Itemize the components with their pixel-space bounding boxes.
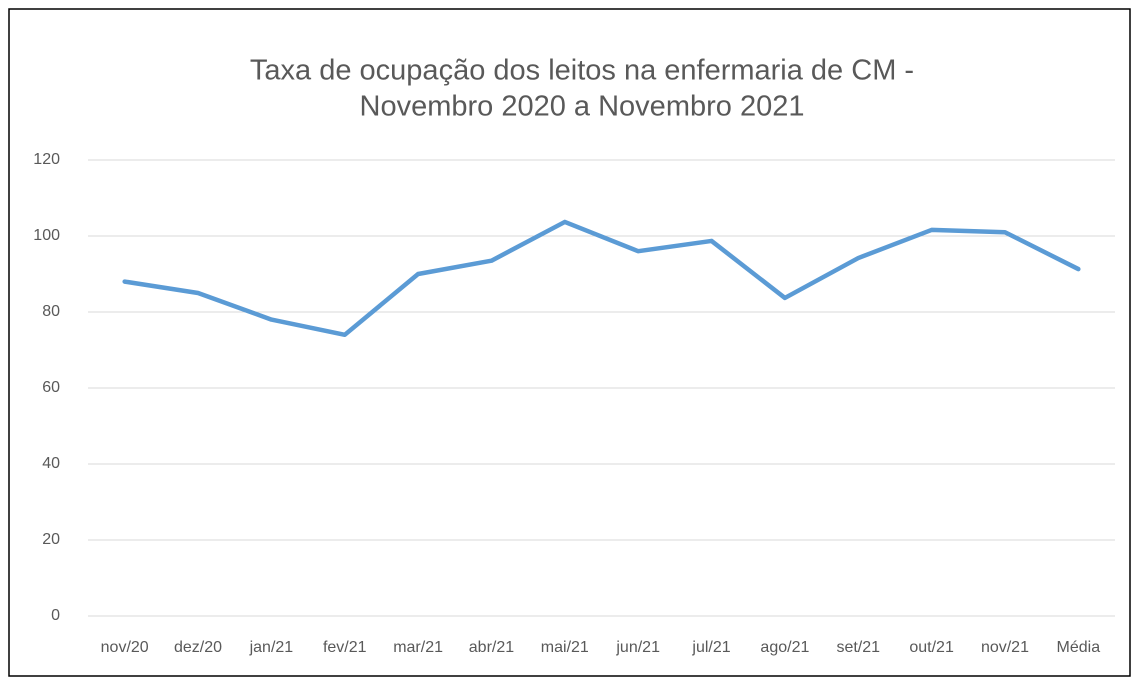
chart-title: Novembro 2020 a Novembro 2021 bbox=[360, 91, 805, 123]
x-tick-label: dez/20 bbox=[174, 639, 222, 656]
x-tick-label: out/21 bbox=[909, 639, 954, 656]
x-tick-label: jul/21 bbox=[691, 639, 730, 656]
x-tick-label: nov/21 bbox=[981, 639, 1029, 656]
x-tick-label: fev/21 bbox=[323, 639, 367, 656]
y-tick-label: 40 bbox=[42, 455, 60, 472]
x-tick-label: jun/21 bbox=[615, 639, 660, 656]
x-tick-label: set/21 bbox=[836, 639, 880, 656]
chart-frame bbox=[8, 8, 1131, 677]
x-tick-label: mar/21 bbox=[393, 639, 443, 656]
x-tick-label: nov/20 bbox=[101, 639, 149, 656]
y-tick-label: 60 bbox=[42, 379, 60, 396]
x-tick-label: abr/21 bbox=[469, 639, 514, 656]
y-tick-label: 20 bbox=[42, 531, 60, 548]
x-tick-label: jan/21 bbox=[249, 639, 294, 656]
x-tick-label: ago/21 bbox=[760, 639, 809, 656]
chart-title: Taxa de ocupação dos leitos na enfermari… bbox=[250, 55, 914, 87]
x-tick-label: mai/21 bbox=[541, 639, 589, 656]
y-tick-label: 80 bbox=[42, 303, 60, 320]
y-tick-label: 120 bbox=[33, 151, 60, 168]
data-line bbox=[122, 219, 1081, 338]
y-tick-label: 0 bbox=[51, 607, 60, 624]
x-tick-label: Média bbox=[1057, 639, 1101, 656]
y-tick-label: 100 bbox=[33, 227, 60, 244]
